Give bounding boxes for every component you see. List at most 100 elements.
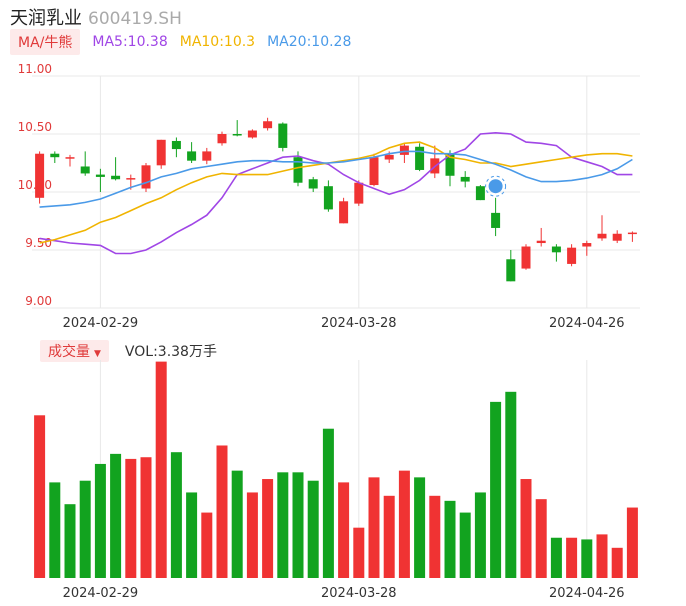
candle-body	[415, 146, 425, 170]
candle-body	[263, 121, 273, 129]
candle-body	[141, 165, 151, 189]
volume-bar	[353, 527, 365, 578]
candle-body	[232, 134, 242, 136]
volume-bar	[292, 472, 304, 578]
volume-bar	[79, 480, 91, 578]
ma5-line	[39, 131, 633, 255]
candle-body	[171, 140, 181, 150]
candle-body	[384, 154, 394, 160]
date-tick-label: 2024-03-28	[321, 316, 397, 331]
price-tick-label: 9.00	[25, 294, 52, 308]
marker-icon	[488, 179, 503, 194]
volume-bar	[520, 479, 532, 578]
candle-body	[369, 157, 379, 186]
candle-body	[597, 233, 607, 239]
ma20-legend: MA20:10.28	[267, 34, 352, 50]
candle-body	[95, 174, 105, 177]
volume-bar	[125, 458, 137, 578]
candle-body	[156, 139, 166, 166]
candle-body	[491, 212, 501, 228]
candle-body	[627, 232, 637, 235]
volume-bar	[307, 480, 319, 578]
volume-bar	[231, 470, 243, 578]
price-tick-label: 11.00	[18, 62, 52, 76]
candle-body	[551, 246, 561, 253]
candle-body	[460, 176, 470, 182]
volume-bar	[64, 504, 76, 578]
ma20-line	[39, 150, 633, 208]
volume-legend-bar: 成交量 ▼ VOL:3.38万手	[40, 340, 217, 362]
volume-bar	[170, 452, 182, 578]
volume-bar	[49, 482, 61, 578]
candle-body	[293, 157, 303, 183]
volume-bar	[505, 391, 517, 578]
candle-body	[187, 151, 197, 161]
volume-bar	[474, 492, 486, 578]
candle-body	[521, 246, 531, 269]
candle-body	[35, 153, 45, 198]
candle-body	[354, 182, 364, 204]
volume-bar	[94, 463, 106, 578]
volume-bar	[338, 482, 350, 578]
volume-bar	[414, 477, 426, 578]
candle-body	[582, 243, 592, 247]
volume-bar	[383, 495, 395, 578]
candle-body	[278, 123, 288, 148]
candle-body	[217, 134, 227, 144]
candle-body	[445, 153, 455, 176]
candle-body	[126, 178, 136, 180]
stock-code: 600419.SH	[88, 9, 182, 29]
date-tick-label: 2024-04-26	[549, 316, 625, 331]
volume-bar	[490, 401, 502, 578]
candle-body	[111, 175, 121, 180]
volume-bar	[550, 537, 562, 578]
volume-bar	[535, 499, 547, 578]
volume-bar	[581, 539, 593, 578]
volume-bar	[444, 500, 456, 578]
candle-body	[506, 259, 516, 282]
price-tick-label: 9.50	[25, 236, 52, 250]
volume-bar	[398, 470, 410, 578]
volume-date-tick-label: 2024-04-26	[549, 586, 625, 601]
candle-body	[399, 145, 409, 155]
volume-bar	[277, 472, 289, 578]
price-tick-label: 10.00	[18, 178, 52, 192]
volume-bar	[262, 479, 274, 578]
volume-bar	[596, 534, 608, 578]
candle-body	[567, 247, 577, 264]
volume-bar	[429, 495, 441, 578]
candle-body	[339, 201, 349, 224]
volume-bar	[140, 457, 152, 578]
volume-bar	[216, 445, 228, 578]
candle-body	[308, 179, 318, 189]
ma10-line	[39, 141, 633, 244]
candle-body	[247, 130, 257, 138]
volume-bar	[611, 547, 623, 578]
volume-value: VOL:3.38万手	[124, 344, 217, 360]
candle-body	[50, 153, 60, 158]
candle-body	[475, 186, 485, 201]
volume-indicator-dropdown[interactable]: 成交量 ▼	[40, 340, 109, 362]
volume-bar	[459, 512, 471, 578]
volume-bar	[322, 428, 334, 578]
volume-bar	[566, 537, 578, 578]
volume-bar	[368, 477, 380, 578]
caret-down-icon: ▼	[94, 349, 101, 359]
stock-name: 天润乳业	[10, 8, 82, 29]
candle-body	[80, 166, 90, 174]
price-tick-label: 10.50	[18, 120, 52, 134]
volume-indicator-label: 成交量	[48, 344, 90, 360]
stock-header: 天润乳业 600419.SH	[10, 4, 182, 29]
volume-bar	[155, 361, 167, 578]
candle-body	[202, 151, 212, 161]
volume-date-tick-label: 2024-03-28	[321, 586, 397, 601]
date-tick-label: 2024-02-29	[63, 316, 139, 331]
candle-body	[536, 240, 546, 244]
marker-ring-icon	[485, 175, 507, 197]
volume-bar	[110, 453, 122, 578]
ma-toggle-button[interactable]: MA/牛熊	[10, 29, 81, 55]
volume-bar	[186, 492, 198, 578]
ma5-legend: MA5:10.38	[92, 34, 168, 50]
ma-legend-bar: MA/牛熊 MA5:10.38 MA10:10.3 MA20:10.28	[10, 29, 352, 55]
